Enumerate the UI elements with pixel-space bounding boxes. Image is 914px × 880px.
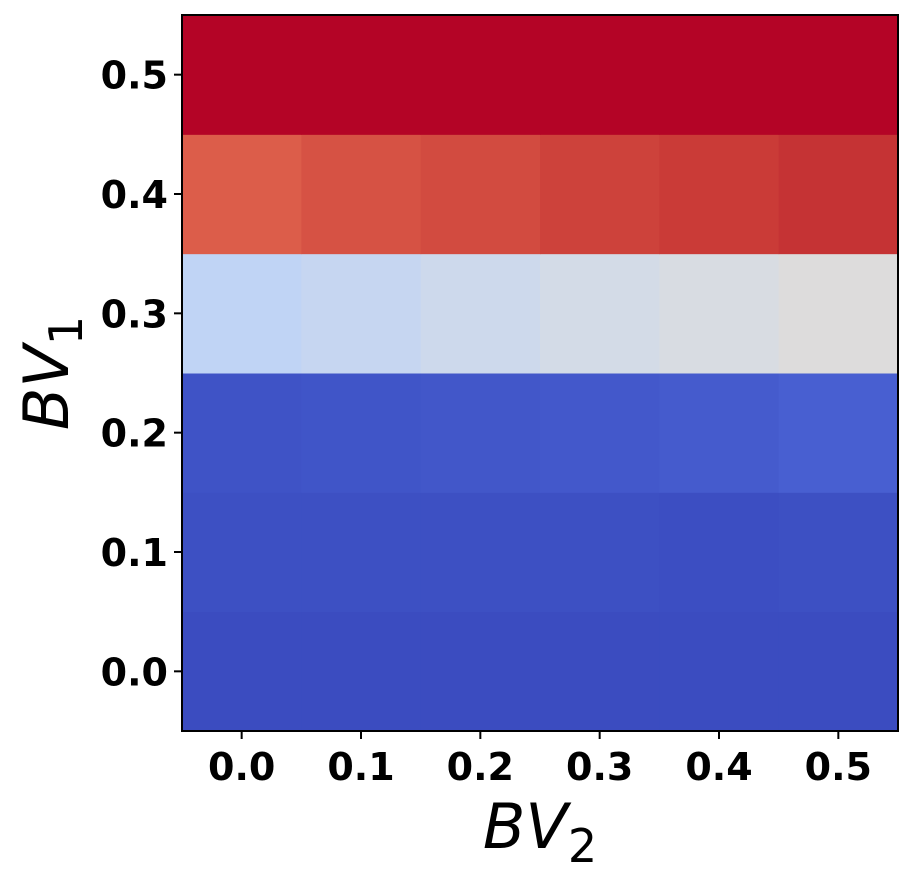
heatmap-cell <box>540 373 660 493</box>
heatmap-cell <box>659 253 780 374</box>
x-tick-label: 0.0 <box>208 745 275 789</box>
heatmap-cell <box>659 373 780 493</box>
heatmap-cell <box>540 611 660 732</box>
x-tick-label: 0.3 <box>566 745 633 789</box>
heatmap-cell <box>420 611 541 732</box>
heatmap-cell <box>420 134 541 255</box>
y-axis-ticks: 0.0 0.1 0.2 0.3 0.4 0.5 <box>101 54 182 694</box>
heatmap-cell <box>778 253 899 374</box>
heatmap-cell <box>778 15 899 135</box>
heatmap-cell <box>540 492 660 613</box>
heatmap-cell <box>182 492 302 613</box>
heatmap-cell <box>182 611 302 732</box>
heatmap-cell <box>659 492 780 613</box>
heatmap-cell <box>540 134 660 255</box>
y-tick-label: 0.1 <box>101 531 168 575</box>
x-tick-label: 0.1 <box>327 745 394 789</box>
plot-frame <box>181 14 899 732</box>
heatmap-cell <box>182 134 302 255</box>
x-axis-ticks: 0.0 0.1 0.2 0.3 0.4 0.5 <box>208 731 872 789</box>
heatmap-cell <box>182 15 302 135</box>
heatmap-cell <box>182 373 302 493</box>
heatmap-cell <box>420 253 541 374</box>
x-tick-label: 0.2 <box>447 745 514 789</box>
heatmap-cell <box>540 253 660 374</box>
heatmap-cell <box>420 15 541 135</box>
y-tick-label: 0.0 <box>101 650 168 694</box>
heatmap-cell <box>182 253 302 374</box>
heatmap-cells <box>182 15 899 732</box>
y-tick-label: 0.3 <box>101 292 168 336</box>
heatmap-cell <box>659 611 780 732</box>
heatmap-cell <box>778 373 899 493</box>
x-axis-label: BV2 <box>483 790 597 873</box>
heatmap-cell <box>301 373 422 493</box>
y-axis-label: BV1 <box>10 316 93 430</box>
y-tick-label: 0.5 <box>101 54 168 98</box>
y-tick-label: 0.2 <box>101 412 168 456</box>
heatmap-cell <box>778 134 899 255</box>
heatmap-cell <box>301 15 422 135</box>
heatmap-cell <box>301 611 422 732</box>
heatmap-cell <box>301 492 422 613</box>
heatmap-cell <box>420 492 541 613</box>
heatmap-cell <box>778 492 899 613</box>
heatmap-cell <box>420 373 541 493</box>
heatmap-cell <box>659 15 780 135</box>
heatmap-cell <box>778 611 899 732</box>
y-tick-label: 0.4 <box>101 173 168 217</box>
x-tick-label: 0.5 <box>805 745 872 789</box>
x-tick-label: 0.4 <box>685 745 752 789</box>
heatmap-cell <box>659 134 780 255</box>
heatmap-cell <box>301 134 422 255</box>
heatmap-cell <box>540 15 660 135</box>
heatmap-cell <box>301 253 422 374</box>
